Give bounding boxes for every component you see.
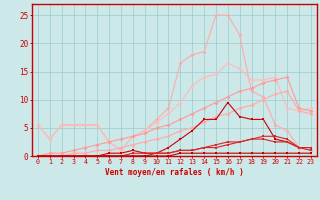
X-axis label: Vent moyen/en rafales ( km/h ): Vent moyen/en rafales ( km/h ) <box>105 168 244 177</box>
